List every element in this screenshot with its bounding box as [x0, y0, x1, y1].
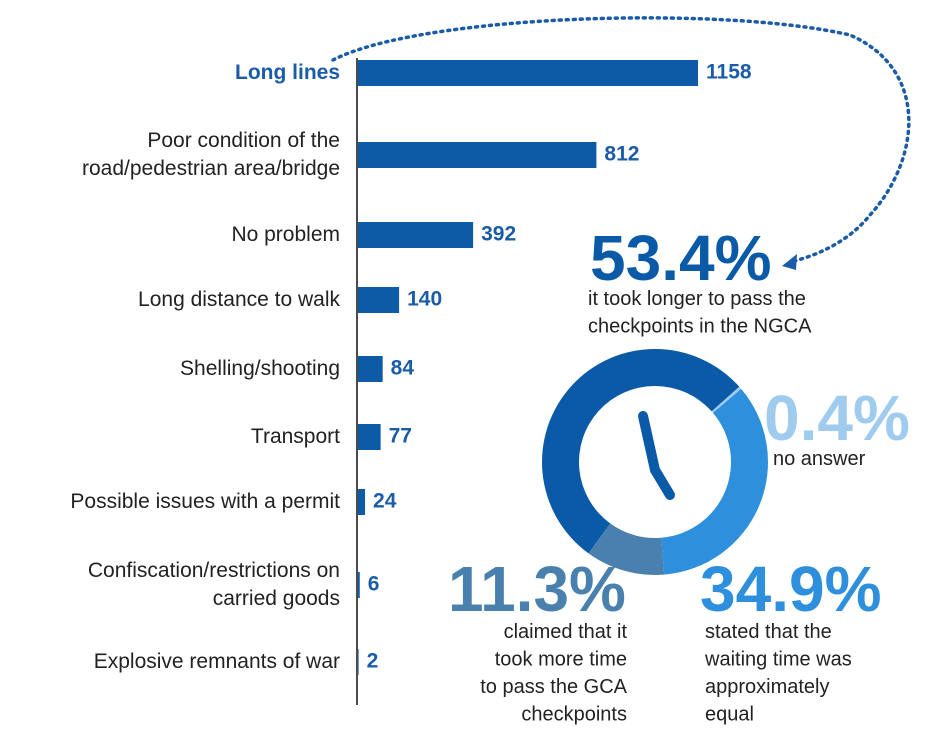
bar — [358, 60, 698, 86]
donut-slice — [541, 349, 740, 554]
category-label: Long lines — [235, 61, 340, 84]
category-label: Transport — [251, 425, 340, 448]
bar — [358, 287, 400, 313]
dotted-arrow — [331, 16, 911, 264]
percent-label: 0.4% — [764, 382, 910, 454]
slice-description: it took longer to pass the checkpoints in… — [588, 288, 812, 338]
category-label: No problem — [231, 223, 340, 246]
slice-description: claimed that it took more time to pass the… — [480, 621, 627, 726]
bar — [358, 649, 359, 675]
bar-value: 6 — [368, 573, 380, 596]
bar — [358, 142, 597, 168]
donut-slice — [588, 523, 665, 575]
clock-hand — [638, 411, 660, 475]
bar — [358, 489, 366, 515]
category-label: Long distance to walk — [138, 288, 340, 311]
bar-value: 77 — [389, 425, 412, 448]
bar-value: 2 — [367, 650, 379, 673]
bar-value: 392 — [481, 223, 516, 246]
donut-slice — [711, 386, 742, 413]
bar — [358, 424, 381, 450]
bar — [358, 356, 383, 382]
bar-value: 84 — [391, 357, 415, 380]
slice-description: stated that the waiting time was approxima… — [704, 621, 852, 726]
percent-label: 34.9% — [700, 553, 881, 625]
bar-value: 140 — [407, 288, 442, 311]
category-label: Shelling/shooting — [180, 357, 340, 380]
slice-description: no answer — [773, 448, 866, 470]
bar-value: 1158 — [706, 61, 752, 84]
bar-value: 24 — [373, 490, 397, 513]
clock-hand — [650, 465, 675, 500]
donut-slice — [661, 388, 768, 575]
category-label: Confiscation/restrictions on carried good… — [88, 559, 340, 610]
arrow-head — [782, 254, 797, 270]
category-label: Possible issues with a permit — [70, 490, 340, 513]
bar — [358, 572, 360, 598]
category-label: Explosive remnants of war — [94, 650, 340, 673]
percent-label: 53.4% — [590, 222, 771, 294]
category-label: Poor condition of the road/pedestrian are… — [82, 129, 340, 180]
bar — [358, 222, 474, 248]
bar-value: 812 — [604, 143, 639, 166]
percent-label: 11.3% — [448, 553, 626, 625]
